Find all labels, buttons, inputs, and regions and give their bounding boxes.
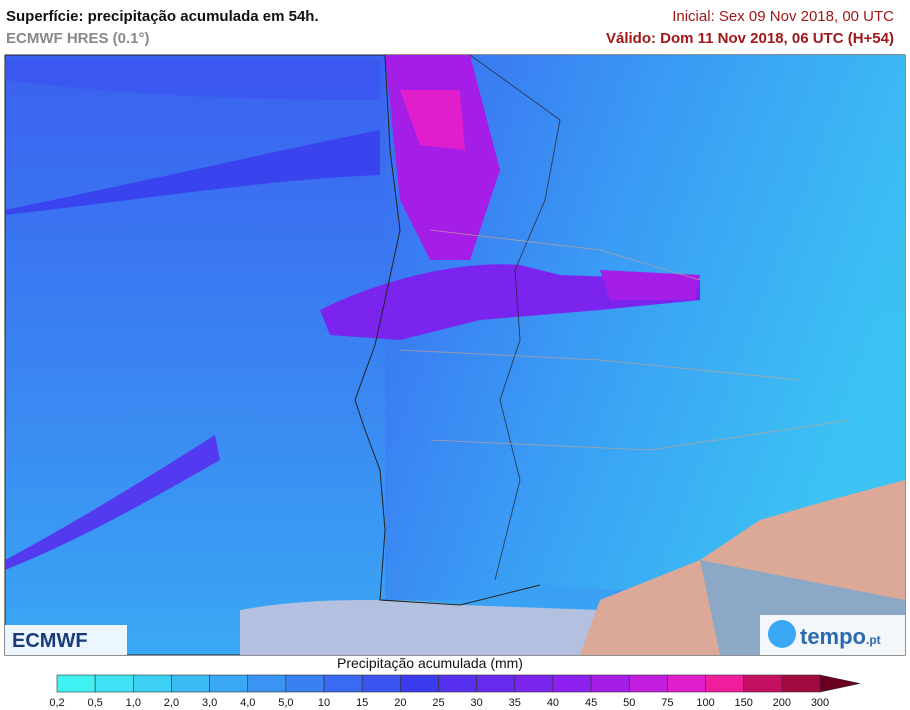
color-arrow [819, 674, 861, 693]
legend-tick-label: 100 [696, 697, 714, 709]
color-swatch [743, 674, 783, 693]
legend-tick-label: 1,0 [126, 697, 141, 709]
color-swatch [438, 674, 477, 693]
legend-tick-label: 40 [547, 697, 559, 709]
color-swatch [552, 674, 592, 693]
legend-tick-label: 300 [811, 697, 829, 709]
legend-tick-label: 0,2 [49, 697, 64, 709]
title: Superfície: precipitação acumulada em 54… [6, 8, 319, 25]
legend-tick-label: 10 [318, 697, 330, 709]
color-swatch [361, 674, 401, 693]
legend-title: Precipitação acumulada (mm) [337, 655, 523, 671]
tempo-suffix: .pt [866, 633, 881, 647]
color-swatch [209, 674, 249, 693]
color-swatch [590, 674, 630, 693]
color-swatch [247, 674, 287, 693]
color-swatch [628, 674, 668, 693]
legend-tick-label: 45 [585, 697, 597, 709]
legend-tick-label: 15 [356, 697, 368, 709]
valid-time: Válido: Dom 11 Nov 2018, 06 UTC (H+54) [605, 30, 894, 47]
legend-tick-label: 3,0 [202, 697, 217, 709]
color-swatch [514, 674, 554, 693]
legend-tick-label: 5,0 [278, 697, 293, 709]
legend-tick-label: 35 [509, 697, 521, 709]
map: ECMWF tempo.pt [4, 54, 906, 656]
legend-tick-label: 200 [773, 697, 791, 709]
legend-tick-label: 75 [661, 697, 673, 709]
color-swatch [171, 674, 210, 693]
color-swatch [94, 674, 134, 693]
initial-time: Inicial: Sex 09 Nov 2018, 00 UTC [672, 8, 894, 25]
legend-tick-label: 50 [623, 697, 635, 709]
color-swatch [781, 674, 821, 693]
legend-tick-label: 4,0 [240, 697, 255, 709]
color-swatch [705, 674, 744, 693]
colorbar: 0,2 0,5 1,0 2,0 3,0 4,0 5,0 10 15 20 25 30 35 40 45 50 7… [49, 674, 861, 709]
tempo-word: tempo [800, 624, 866, 649]
ecmwf-logo: ECMWF [12, 630, 88, 652]
legend-tick-label: 20 [394, 697, 406, 709]
color-swatch [476, 674, 516, 693]
tempo-logo: tempo.pt [800, 624, 881, 649]
model: ECMWF HRES (0.1°) [6, 30, 150, 47]
color-swatch [323, 674, 363, 693]
color-swatch [133, 674, 172, 693]
color-swatch [285, 674, 325, 693]
legend-tick-label: 0,5 [88, 697, 103, 709]
legend-tick-label: 2,0 [164, 697, 179, 709]
legend-tick-label: 150 [735, 697, 753, 709]
color-swatch [56, 674, 96, 693]
color-swatch [400, 674, 439, 693]
legend-tick-label: 25 [432, 697, 444, 709]
color-swatch [667, 674, 706, 693]
legend-tick-label: 30 [471, 697, 483, 709]
